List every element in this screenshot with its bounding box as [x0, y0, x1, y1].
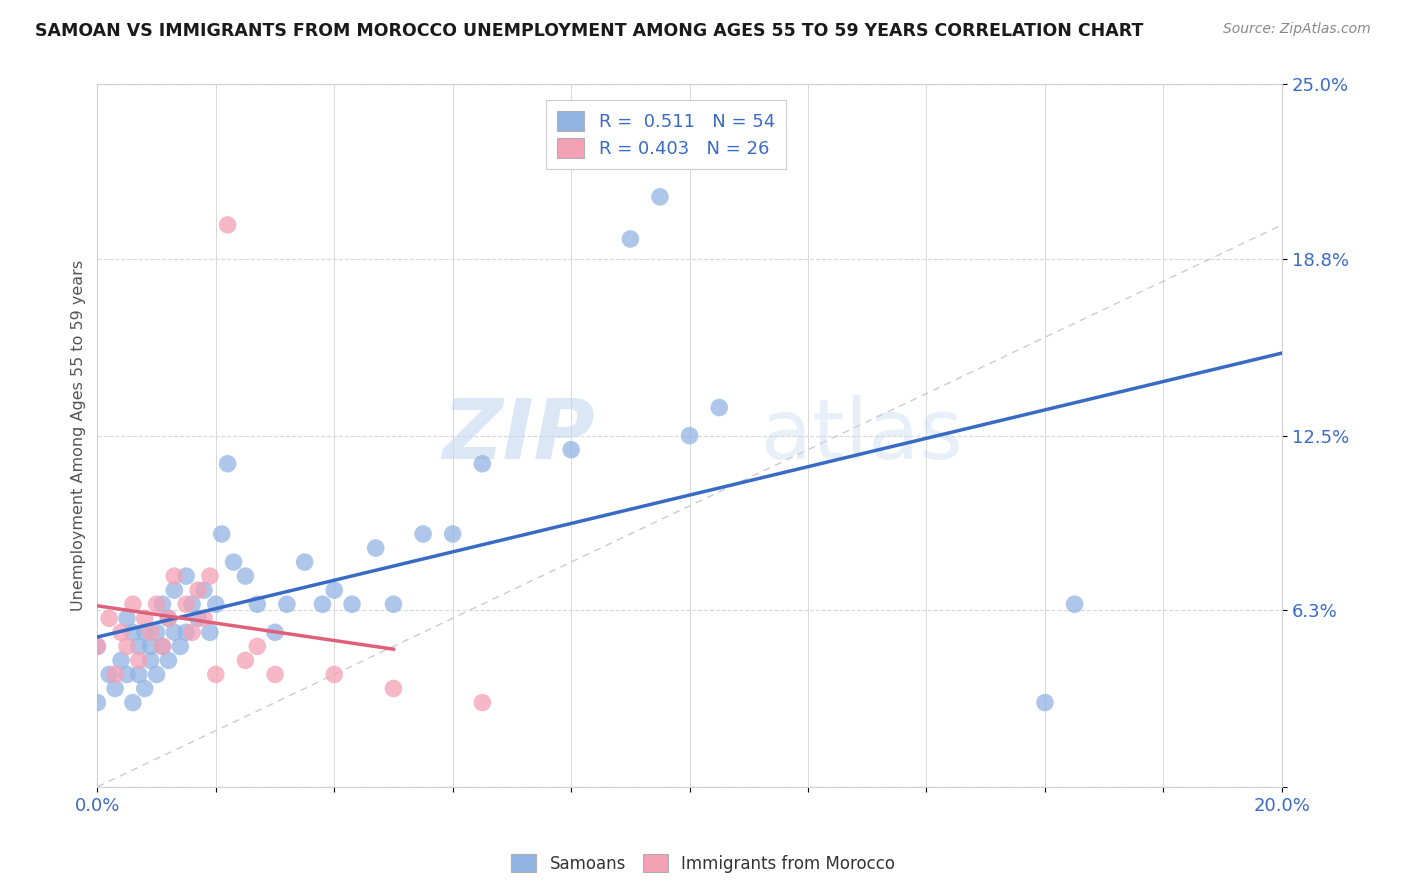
Point — [246, 597, 269, 611]
Point — [110, 653, 132, 667]
Point — [441, 527, 464, 541]
Point — [110, 625, 132, 640]
Point — [86, 640, 108, 654]
Point — [311, 597, 333, 611]
Point — [174, 597, 197, 611]
Point — [193, 611, 215, 625]
Point — [294, 555, 316, 569]
Point — [152, 597, 174, 611]
Text: SAMOAN VS IMMIGRANTS FROM MOROCCO UNEMPLOYMENT AMONG AGES 55 TO 59 YEARS CORRELA: SAMOAN VS IMMIGRANTS FROM MOROCCO UNEMPL… — [35, 22, 1143, 40]
Point — [560, 442, 582, 457]
Y-axis label: Unemployment Among Ages 55 to 59 years: Unemployment Among Ages 55 to 59 years — [72, 260, 86, 611]
Point — [1033, 696, 1056, 710]
Point — [340, 597, 363, 611]
Point — [181, 597, 204, 611]
Point — [204, 667, 226, 681]
Point — [709, 401, 731, 415]
Point — [174, 569, 197, 583]
Point — [648, 190, 671, 204]
Point — [122, 696, 145, 710]
Point — [276, 597, 298, 611]
Point — [323, 583, 346, 598]
Point — [157, 653, 180, 667]
Point — [217, 457, 239, 471]
Point — [128, 667, 150, 681]
Point — [157, 611, 180, 625]
Point — [471, 457, 494, 471]
Point — [98, 611, 121, 625]
Point — [128, 653, 150, 667]
Point — [115, 667, 138, 681]
Point — [128, 640, 150, 654]
Point — [181, 625, 204, 640]
Text: atlas: atlas — [761, 395, 963, 476]
Point — [187, 611, 209, 625]
Point — [86, 696, 108, 710]
Point — [364, 541, 387, 555]
Point — [678, 428, 700, 442]
Point — [204, 597, 226, 611]
Point — [198, 569, 221, 583]
Point — [323, 667, 346, 681]
Point — [187, 583, 209, 598]
Point — [152, 640, 174, 654]
Point — [174, 625, 197, 640]
Point — [382, 681, 405, 696]
Point — [264, 625, 287, 640]
Point — [169, 640, 191, 654]
Point — [115, 611, 138, 625]
Point — [134, 681, 156, 696]
Point — [222, 555, 245, 569]
Point — [619, 232, 641, 246]
Point — [134, 625, 156, 640]
Point — [1063, 597, 1085, 611]
Text: Source: ZipAtlas.com: Source: ZipAtlas.com — [1223, 22, 1371, 37]
Point — [157, 611, 180, 625]
Point — [163, 583, 186, 598]
Point — [198, 625, 221, 640]
Point — [471, 696, 494, 710]
Point — [104, 667, 127, 681]
Point — [122, 597, 145, 611]
Point — [98, 667, 121, 681]
Point — [152, 640, 174, 654]
Text: ZIP: ZIP — [443, 395, 595, 476]
Point — [246, 640, 269, 654]
Point — [412, 527, 434, 541]
Point — [235, 569, 257, 583]
Legend: R =  0.511   N = 54, R = 0.403   N = 26: R = 0.511 N = 54, R = 0.403 N = 26 — [546, 101, 786, 169]
Point — [122, 625, 145, 640]
Point — [134, 611, 156, 625]
Point — [193, 583, 215, 598]
Legend: Samoans, Immigrants from Morocco: Samoans, Immigrants from Morocco — [505, 847, 901, 880]
Point — [86, 640, 108, 654]
Point — [145, 667, 167, 681]
Point — [115, 640, 138, 654]
Point — [264, 667, 287, 681]
Point — [382, 597, 405, 611]
Point — [211, 527, 233, 541]
Point — [139, 653, 162, 667]
Point — [163, 625, 186, 640]
Point — [139, 625, 162, 640]
Point — [139, 640, 162, 654]
Point — [145, 625, 167, 640]
Point — [217, 218, 239, 232]
Point — [145, 597, 167, 611]
Point — [235, 653, 257, 667]
Point — [163, 569, 186, 583]
Point — [104, 681, 127, 696]
